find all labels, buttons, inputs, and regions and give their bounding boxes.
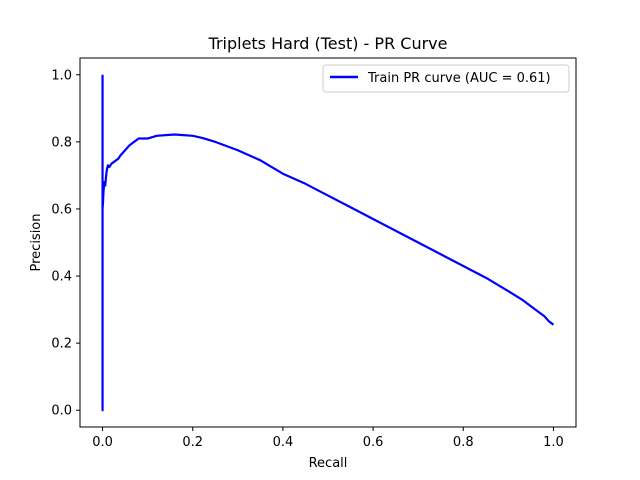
x-tick-label: 0.4 bbox=[273, 435, 294, 450]
plot-area bbox=[101, 74, 555, 412]
legend: Train PR curve (AUC = 0.61) bbox=[322, 64, 570, 93]
axis-ticks: 0.0 0.2 0.4 0.6 0.8 1.0 0.0 0.2 0.4 0.6 0.8 1.0 bbox=[51, 68, 563, 450]
x-tick-label: 0.8 bbox=[453, 435, 474, 450]
y-tick-label: 0.4 bbox=[51, 270, 72, 285]
y-tick-label: 0.2 bbox=[51, 337, 72, 352]
axes-frame bbox=[79, 57, 577, 428]
y-tick-label: 0.0 bbox=[51, 404, 72, 419]
x-tick-label: 0.0 bbox=[92, 435, 113, 450]
x-tick-label: 0.2 bbox=[182, 435, 203, 450]
x-tick-label: 0.6 bbox=[363, 435, 384, 450]
chart-title: Triplets Hard (Test) - PR Curve bbox=[208, 34, 448, 53]
y-axis-label: Precision bbox=[29, 213, 44, 271]
y-tick-label: 0.6 bbox=[51, 202, 72, 217]
pr-curve-line bbox=[101, 74, 555, 412]
legend-box bbox=[322, 64, 570, 93]
x-tick-label: 1.0 bbox=[543, 435, 564, 450]
y-tick-label: 1.0 bbox=[51, 68, 72, 83]
legend-label: Train PR curve (AUC = 0.61) bbox=[367, 71, 551, 86]
y-tick-label: 0.8 bbox=[51, 135, 72, 150]
x-axis-label: Recall bbox=[309, 456, 348, 471]
